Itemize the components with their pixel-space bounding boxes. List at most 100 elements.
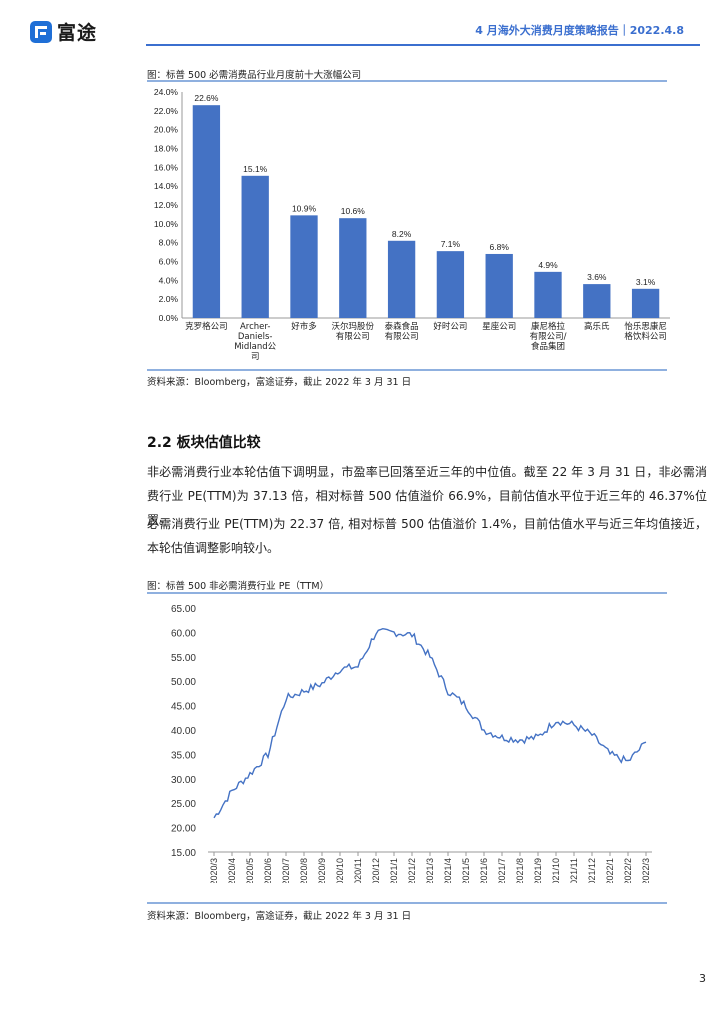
x-tick-label: 2022/1 <box>605 858 615 883</box>
x-tick-label: 2021/9 <box>533 858 543 883</box>
x-tick-label: 2020/7 <box>281 858 291 883</box>
report-title: 4 月海外大消费月度策略报告｜2022.4.8 <box>475 24 684 37</box>
x-category-label: 有限公司 <box>385 331 419 342</box>
x-tick-label: 2020/4 <box>227 858 237 883</box>
y-tick-label: 4.0% <box>159 275 179 285</box>
x-tick-label: 2021/3 <box>425 858 435 883</box>
x-tick-label: 2021/1 <box>389 858 399 883</box>
header-divider <box>146 44 700 46</box>
bar <box>241 175 269 318</box>
line-chart-pe-ttm: 15.00 20.00 25.00 30.00 35.00 40.00 45.00 50.00… <box>171 604 652 883</box>
bar-value-label: 4.9% <box>538 260 558 270</box>
y-tick-label: 18.0% <box>154 144 179 154</box>
y-tick-label: 55.00 <box>171 653 196 664</box>
y-tick-label: 16.0% <box>154 162 179 172</box>
x-category-label: 沃尔玛股份 <box>332 321 375 332</box>
figure1-source: 资料来源：Bloomberg，富途证券，截止 2022 年 3 月 31 日 <box>147 377 412 388</box>
y-tick-label: 20.00 <box>171 824 196 835</box>
x-category-label: 食品集团 <box>531 341 565 352</box>
bar-value-label: 22.6% <box>194 93 219 103</box>
x-category-label: 好市多 <box>291 321 317 332</box>
bar-value-label: 10.9% <box>292 203 317 213</box>
bar-value-label: 10.6% <box>341 206 366 216</box>
x-category-label: 好时公司 <box>433 321 467 332</box>
x-tick-label: 2021/6 <box>479 858 489 883</box>
x-tick-label: 2020/9 <box>317 858 327 883</box>
figure2-caption: 图：标普 500 非必需消费行业 PE（TTM） <box>147 581 330 592</box>
x-category-label: 克罗格公司 <box>185 321 228 332</box>
paragraph-1: 非必需消费行业本轮估值下调明显，市盈率已回落至近三年的中位值。截至 22 年 3… <box>147 465 707 527</box>
bar-value-label: 7.1% <box>441 239 461 249</box>
x-tick-label: 2020/11 <box>353 858 363 883</box>
brand-logo: 富途 <box>30 18 97 45</box>
x-tick-label: 2020/10 <box>335 858 345 883</box>
x-tick-label: 2021/4 <box>443 858 453 883</box>
x-tick-label: 2022/2 <box>623 858 633 883</box>
x-tick-label: 2021/7 <box>497 858 507 883</box>
bar <box>339 218 367 318</box>
bar <box>387 240 416 318</box>
x-tick-label: 2020/3 <box>209 858 219 883</box>
x-tick-label: 2021/5 <box>461 858 471 883</box>
figure2-source: 资料来源：Bloomberg，富途证券，截止 2022 年 3 月 31 日 <box>147 911 412 922</box>
figure1-caption: 图：标普 500 必需消费品行业月度前十大涨幅公司 <box>147 70 362 81</box>
bar <box>583 284 611 318</box>
y-tick-label: 50.00 <box>171 677 196 688</box>
y-tick-label: 35.00 <box>171 750 196 761</box>
x-tick-label: 2021/2 <box>407 858 417 883</box>
y-tick-label: 0.0% <box>159 313 179 323</box>
section-title: 2.2 板块估值比较 <box>147 435 261 451</box>
paragraph-2: 必需消费行业 PE(TTM)为 22.37 倍, 相对标普 500 估值溢价 1… <box>147 517 707 555</box>
x-category-label: 星座公司 <box>482 321 516 332</box>
figure1-top-rule <box>147 80 667 82</box>
y-tick-label: 40.00 <box>171 726 196 737</box>
y-tick-label: 10.0% <box>154 219 179 229</box>
x-tick-label: 2021/11 <box>569 858 579 883</box>
figure2-top-rule <box>147 592 667 594</box>
y-tick-label: 22.0% <box>154 106 179 116</box>
bar <box>631 288 660 318</box>
futu-logo-icon <box>30 20 52 43</box>
x-tick-label: 2020/6 <box>263 858 273 883</box>
y-tick-label: 14.0% <box>154 181 179 191</box>
y-tick-label: 2.0% <box>159 294 179 304</box>
x-tick-label: 2021/12 <box>587 858 597 883</box>
bar-value-label: 6.8% <box>490 242 510 252</box>
x-category-label: 怡乐思康尼 <box>624 321 667 332</box>
x-category-label: 司 <box>251 352 260 362</box>
x-category-label: Daniels- <box>238 332 273 342</box>
x-category-label: Midland公 <box>234 342 276 352</box>
y-tick-label: 6.0% <box>159 257 179 267</box>
x-tick-label: 2020/12 <box>371 858 381 883</box>
figure2-bottom-rule <box>147 902 667 904</box>
x-tick-label: 2022/3 <box>641 858 651 883</box>
bar-value-label: 8.2% <box>392 229 412 239</box>
figure1-bottom-rule <box>147 369 667 371</box>
bar <box>485 253 513 318</box>
y-tick-label: 24.0% <box>154 87 179 97</box>
x-category-label: 有限公司/ <box>530 331 567 342</box>
y-tick-label: 8.0% <box>159 238 179 248</box>
page-number: 3 <box>699 972 706 985</box>
x-tick-label: 2021/8 <box>515 858 525 883</box>
bar-chart-top-gainers: 0.0% 2.0% 4.0% 6.0% 8.0% 10.0% 12.0% 14.0% 16.0%… <box>154 87 670 362</box>
page-header: 富途 4 月海外大消费月度策略报告｜2022.4.8 <box>0 0 724 48</box>
bar <box>436 251 465 318</box>
x-tick-label: 2020/5 <box>245 858 255 883</box>
bar-value-label: 15.1% <box>243 164 268 174</box>
y-tick-label: 60.00 <box>171 628 196 639</box>
y-tick-label: 45.00 <box>171 702 196 713</box>
x-category-label: 格饮料公司 <box>624 331 667 342</box>
bar <box>534 271 562 318</box>
logo-text: 富途 <box>57 22 98 44</box>
y-tick-label: 65.00 <box>171 604 196 615</box>
bar <box>290 215 318 318</box>
bar <box>192 105 221 318</box>
x-category-label: 有限公司 <box>336 331 370 342</box>
y-tick-label: 30.00 <box>171 775 196 786</box>
bar-value-label: 3.1% <box>636 277 656 287</box>
y-tick-label: 25.00 <box>171 799 196 810</box>
x-category-label: Archer- <box>240 322 270 332</box>
x-tick-label: 2020/8 <box>299 858 309 883</box>
pe-series-line <box>213 627 647 819</box>
